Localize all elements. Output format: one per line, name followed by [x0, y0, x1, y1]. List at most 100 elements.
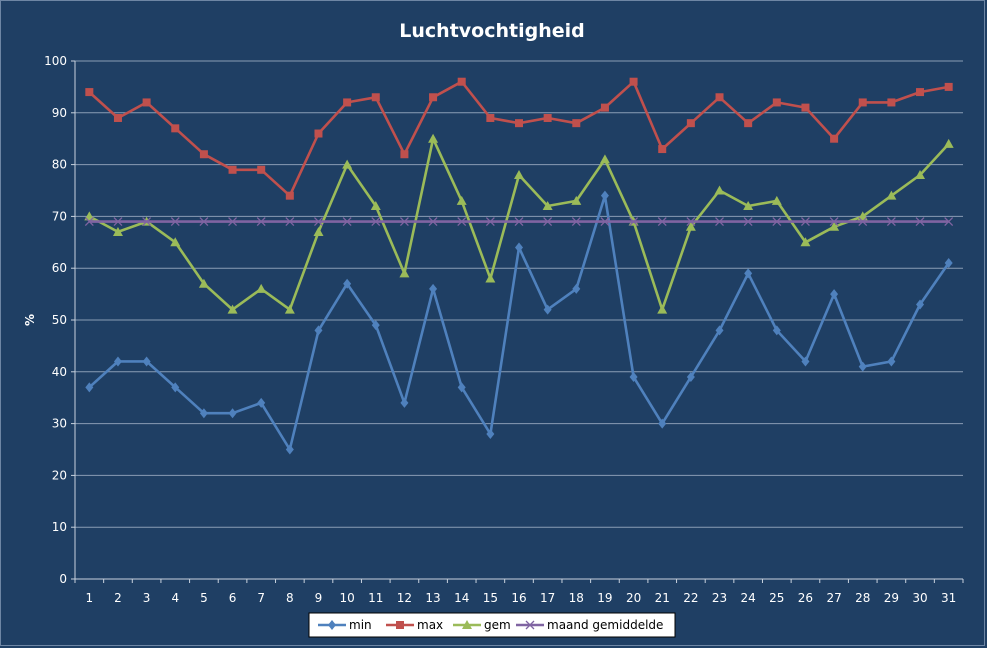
data-point-min	[314, 325, 323, 336]
legend: min max gem maand gemiddelde	[308, 612, 676, 638]
data-point-min	[199, 408, 208, 419]
data-point-maand-gemiddelde	[858, 217, 868, 227]
data-point-maand-gemiddelde	[743, 217, 753, 227]
y-tick-label: 0	[59, 572, 67, 586]
data-point-max	[629, 77, 638, 86]
x-tick-label: 9	[315, 591, 323, 605]
data-point-gem	[170, 237, 181, 247]
data-point-maand-gemiddelde	[485, 217, 495, 227]
data-point-maand-gemiddelde	[371, 217, 381, 227]
data-point-max	[257, 165, 266, 174]
data-point-maand-gemiddelde	[514, 217, 524, 227]
x-tick-label: 12	[397, 591, 412, 605]
data-point-gem	[456, 195, 467, 205]
series-maand-gemiddelde	[84, 217, 954, 227]
data-point-maand-gemiddelde	[543, 217, 553, 227]
x-tick-label: 30	[912, 591, 927, 605]
data-point-max	[457, 77, 466, 86]
data-point-gem	[227, 304, 238, 314]
data-point-min	[658, 418, 667, 429]
legend-box	[308, 612, 676, 638]
data-point-max	[400, 150, 409, 159]
data-point-min	[543, 304, 552, 315]
data-point-min	[744, 268, 753, 279]
y-tick-label: 40	[52, 365, 67, 379]
data-point-min	[515, 242, 523, 253]
x-tick-label: 7	[257, 591, 265, 605]
x-tick-label: 19	[597, 591, 612, 605]
gridlines	[75, 60, 963, 528]
data-point-min	[944, 258, 953, 269]
data-point-max	[658, 145, 667, 154]
legend-entry-gem: gem	[453, 618, 511, 632]
data-point-min	[343, 278, 352, 289]
data-point-gem	[657, 304, 668, 314]
data-point-maand-gemiddelde	[772, 217, 782, 227]
data-point-min	[429, 283, 438, 294]
data-point-max	[543, 113, 552, 122]
x-tick-label: 11	[368, 591, 383, 605]
data-point-max	[515, 119, 523, 128]
data-point-gem	[857, 211, 868, 221]
data-point-gem	[685, 221, 696, 231]
data-point-maand-gemiddelde	[686, 217, 696, 227]
x-tick-label: 23	[712, 591, 727, 605]
data-point-maand-gemiddelde	[800, 217, 810, 227]
data-point-gem	[399, 268, 410, 278]
data-point-gem	[771, 195, 782, 205]
data-point-maand-gemiddelde	[342, 217, 352, 227]
legend-label: max	[417, 618, 443, 632]
data-point-max	[686, 119, 695, 128]
legend-marker	[328, 620, 336, 630]
data-point-min	[486, 428, 495, 439]
y-tick-label: 70	[52, 209, 67, 223]
data-point-maand-gemiddelde	[142, 217, 152, 227]
data-point-gem	[743, 201, 754, 211]
data-point-gem	[915, 169, 926, 179]
data-point-min	[600, 190, 609, 201]
x-tick-label: 31	[941, 591, 956, 605]
x-tick-label: 17	[540, 591, 555, 605]
data-point-min	[285, 444, 294, 455]
data-point-max	[85, 88, 94, 97]
data-point-min	[801, 356, 810, 367]
data-point-gem	[198, 278, 209, 288]
data-point-gem	[886, 190, 897, 200]
data-point-max	[916, 88, 925, 97]
x-tick-label: 26	[798, 591, 813, 605]
data-point-min	[400, 397, 409, 408]
data-point-min	[371, 320, 380, 331]
y-tick-label: 100	[44, 54, 67, 68]
data-point-max	[944, 82, 953, 91]
data-point-min	[113, 356, 122, 367]
x-tick-label: 25	[769, 591, 784, 605]
x-tick-label: 29	[884, 591, 899, 605]
data-point-maand-gemiddelde	[113, 217, 123, 227]
legend-label: min	[349, 618, 372, 632]
data-point-maand-gemiddelde	[256, 217, 266, 227]
data-point-min	[457, 382, 466, 393]
data-point-max	[744, 119, 753, 128]
data-point-min	[916, 299, 925, 310]
legend-entry-max: max	[386, 618, 443, 632]
data-point-maand-gemiddelde	[314, 217, 323, 227]
data-point-maand-gemiddelde	[829, 217, 839, 227]
data-point-maand-gemiddelde	[886, 217, 896, 227]
data-point-min	[887, 356, 896, 367]
y-tick-label: 60	[52, 261, 67, 275]
data-point-maand-gemiddelde	[715, 217, 724, 227]
x-tick-label: 22	[683, 591, 698, 605]
data-point-maand-gemiddelde	[84, 217, 94, 227]
data-point-gem	[313, 226, 324, 236]
x-tick-label: 4	[171, 591, 179, 605]
data-point-maand-gemiddelde	[944, 217, 954, 227]
data-point-gem	[800, 237, 811, 247]
data-point-gem	[829, 221, 840, 231]
data-point-max	[858, 98, 867, 107]
data-point-max	[801, 103, 810, 112]
data-point-max	[285, 191, 294, 200]
data-point-gem	[485, 273, 496, 283]
x-tick-label: 6	[229, 591, 237, 605]
y-tick-label: 90	[52, 106, 67, 120]
x-tick-label: 16	[511, 591, 526, 605]
